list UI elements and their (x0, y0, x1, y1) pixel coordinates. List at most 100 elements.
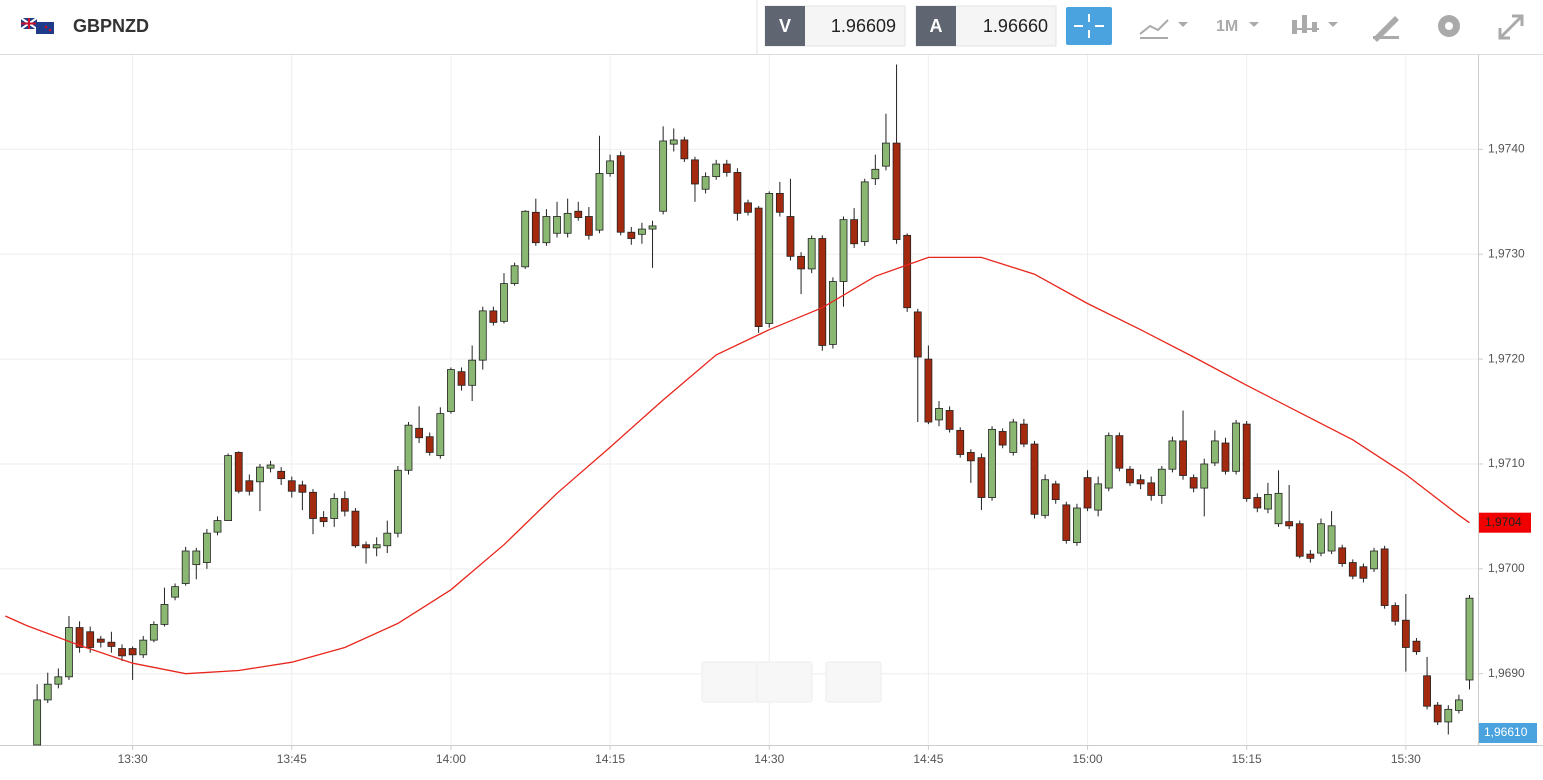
candle-body (839, 219, 848, 282)
candle-body (1073, 507, 1081, 544)
bid-tag-text: V (779, 16, 791, 36)
settings-button[interactable] (1438, 15, 1460, 37)
candle-body (1210, 440, 1219, 464)
expand-button[interactable] (1498, 14, 1524, 40)
candle-body (118, 648, 126, 657)
candle-body (966, 452, 975, 462)
x-tick-label: 15:00 (1073, 752, 1103, 766)
candle-body (372, 544, 381, 549)
candle-body (234, 452, 243, 492)
candle-body (139, 639, 148, 656)
candle-body (1221, 442, 1230, 472)
candle-body (680, 139, 689, 160)
candle-body (701, 176, 710, 190)
candle-body (1433, 704, 1442, 723)
candle-body (224, 455, 233, 521)
candle-body (1455, 699, 1463, 711)
candle-body (744, 202, 752, 213)
candle-body (330, 498, 339, 519)
candle-body (425, 436, 434, 453)
candle-body (75, 627, 84, 648)
x-tick-label: 15:15 (1232, 752, 1262, 766)
y-tick-label: 1,9730 (1488, 246, 1525, 260)
candle-body (627, 231, 636, 239)
y-tick-label: 1,9720 (1488, 351, 1525, 365)
candle-body (1423, 675, 1431, 707)
candle-body (1327, 525, 1336, 552)
candle-body (1200, 463, 1209, 489)
indicator-button[interactable] (1139, 19, 1188, 39)
candle-body (1147, 482, 1156, 496)
draw-button[interactable] (1373, 16, 1399, 42)
candle-body (128, 648, 137, 656)
candle-body (1412, 640, 1421, 653)
candle-body (1444, 708, 1453, 723)
ma-label: 1,9704 (1485, 515, 1522, 529)
candle-body (1338, 547, 1347, 564)
candle-body (1104, 435, 1113, 489)
chart-type-button[interactable] (1292, 15, 1338, 34)
candle-body (765, 193, 774, 324)
x-tick-label: 14:30 (754, 752, 784, 766)
candle-body (786, 216, 795, 257)
candle-body (1242, 423, 1251, 499)
candle-body (935, 407, 943, 421)
candle-body (616, 155, 625, 233)
moving-average (5, 256, 1470, 675)
candle-body (1115, 435, 1124, 469)
candle-body (478, 310, 487, 361)
x-tick-label: 14:45 (913, 752, 943, 766)
candle-body (436, 413, 445, 456)
candle-body (1019, 423, 1028, 445)
candle-body (1041, 479, 1050, 516)
candle-body (1189, 477, 1198, 489)
candle-body (1051, 483, 1060, 501)
candle-body (691, 159, 699, 185)
candle-body (1306, 553, 1315, 559)
candle-body (43, 683, 52, 701)
candle-body (882, 142, 890, 167)
y-tick-label: 1,9690 (1488, 666, 1525, 680)
candle-body (722, 163, 731, 173)
candle-body (807, 238, 816, 270)
y-tick-label: 1,9740 (1488, 142, 1525, 156)
x-tick-label: 13:30 (118, 752, 148, 766)
candle-body (553, 216, 561, 234)
candle-body (86, 631, 95, 648)
candle-body (574, 210, 583, 218)
candle-body (829, 281, 837, 345)
candle-body (287, 480, 296, 492)
candle-body (1348, 562, 1357, 577)
price-badge (1479, 723, 1537, 743)
candle-body (712, 163, 721, 178)
candle-body (266, 464, 275, 469)
candle-body (648, 225, 657, 230)
candle-body (277, 470, 286, 480)
candle-body (945, 410, 954, 430)
y-tick-label: 1,9700 (1488, 561, 1525, 575)
timeframe-caret (1249, 22, 1259, 27)
candle-body (457, 371, 466, 386)
candle-body (33, 699, 42, 746)
crosshair-button[interactable] (1066, 7, 1112, 45)
candle-body (1264, 493, 1272, 510)
candle-body (754, 207, 763, 327)
candle-body (298, 484, 307, 493)
candles (5, 64, 1474, 746)
candle-body (531, 211, 540, 244)
candle-body (913, 311, 922, 358)
candle-body (1359, 566, 1368, 579)
candle-body (107, 641, 116, 647)
candle-body (595, 173, 604, 231)
ma-badge (1479, 512, 1531, 533)
candle-body (850, 219, 859, 245)
candle-body (415, 427, 424, 439)
candle-body (1232, 422, 1240, 472)
candle-body (309, 491, 317, 519)
candle-body (1370, 550, 1378, 570)
timeframe[interactable]: 1M (1216, 18, 1238, 35)
candle-body (1083, 477, 1092, 509)
x-tick-label: 13:45 (277, 752, 307, 766)
